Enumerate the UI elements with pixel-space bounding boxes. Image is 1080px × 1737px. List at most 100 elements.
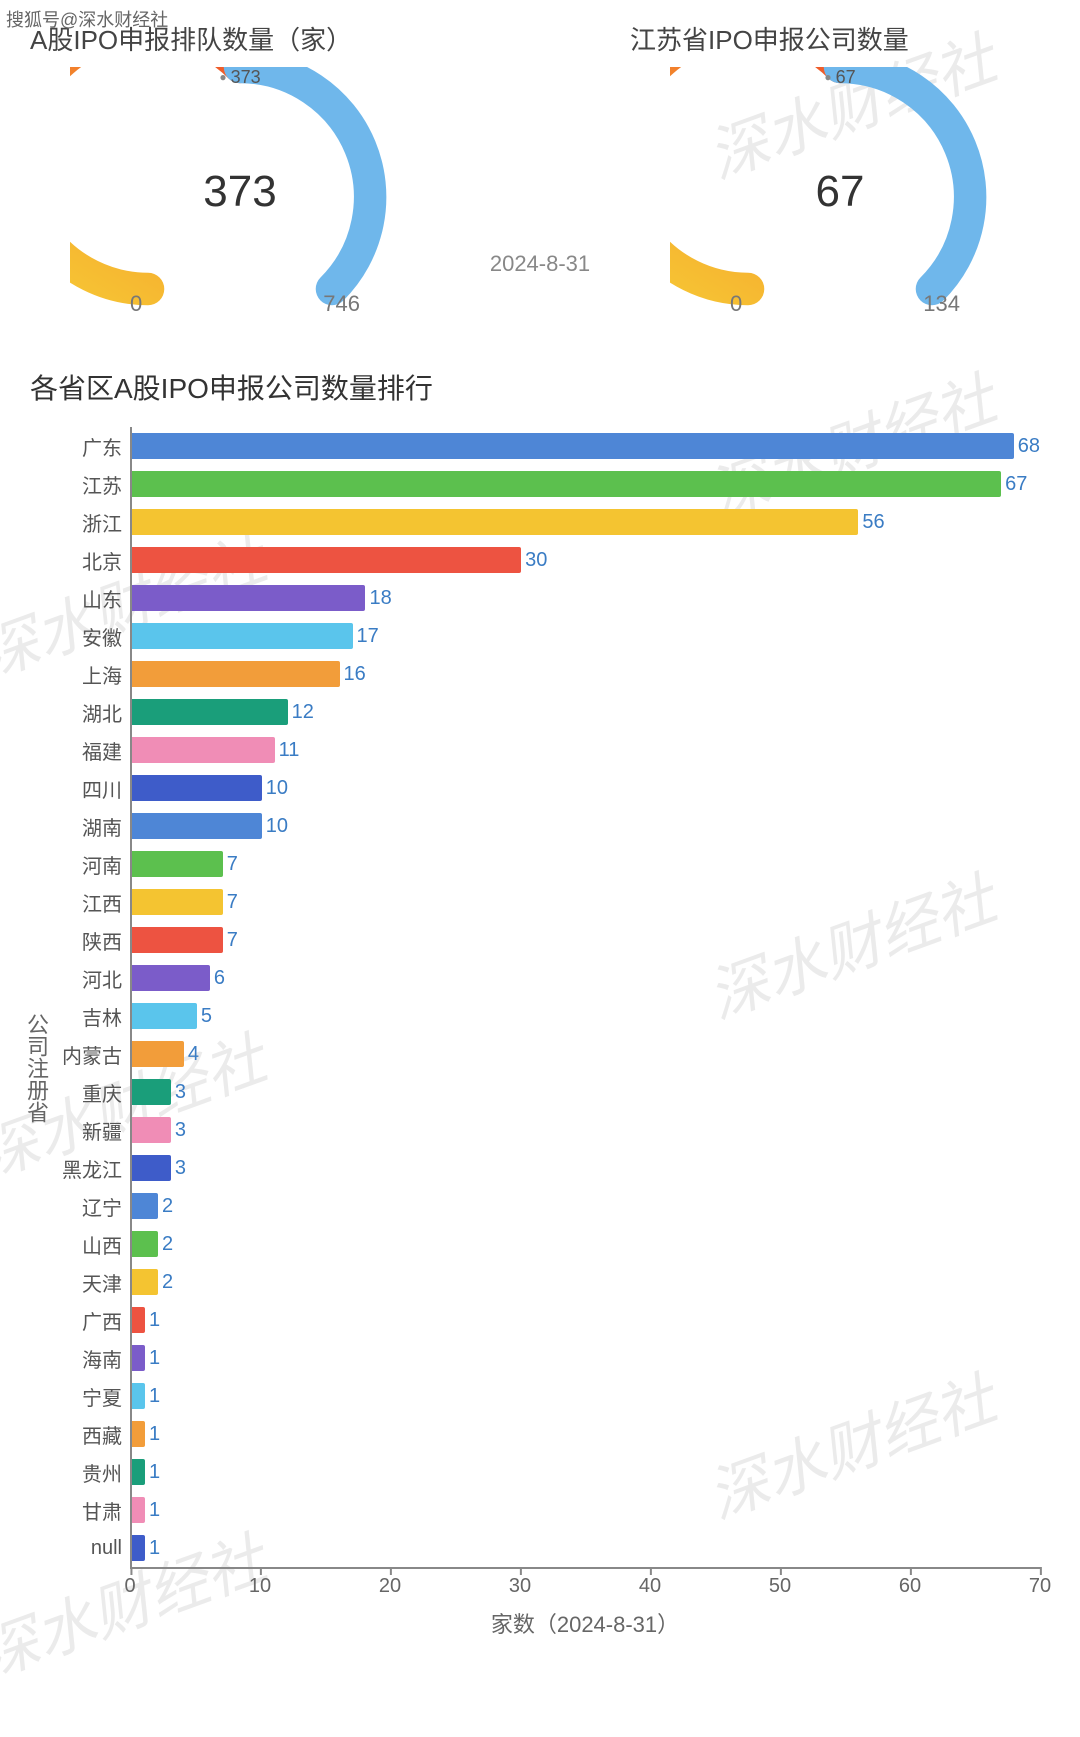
- bar-value: 7: [227, 891, 238, 914]
- x-tick: 20: [379, 1575, 401, 1598]
- bar-value: 17: [357, 625, 379, 648]
- bar-fill: [132, 1231, 158, 1257]
- bar-label: 辽宁: [12, 1192, 132, 1221]
- bar-value: 10: [266, 777, 288, 800]
- bar-row: 浙江56: [132, 503, 1040, 541]
- bar-label: 广西: [12, 1306, 132, 1335]
- bar-value: 5: [201, 1005, 212, 1028]
- bar-fill: [132, 1345, 145, 1371]
- bar-row: 陕西7: [132, 921, 1040, 959]
- gauge-left: A股IPO申报排队数量（家） 373 373 0 746: [30, 20, 450, 327]
- bar-fill: [132, 509, 858, 535]
- x-tick: 50: [769, 1575, 791, 1598]
- bar-fill: [132, 1041, 184, 1067]
- gauges-date: 2024-8-31: [450, 71, 630, 277]
- gauge-right-tip: 67: [824, 67, 855, 88]
- bar-fill: [132, 471, 1001, 497]
- bar-value: 67: [1005, 473, 1027, 496]
- bar-value: 7: [227, 853, 238, 876]
- bar-value: 12: [292, 701, 314, 724]
- bar-label: 河南: [12, 850, 132, 879]
- bar-row: 广西1: [132, 1301, 1040, 1339]
- bar-fill: [132, 813, 262, 839]
- bar-fill: [132, 1117, 171, 1143]
- bar-value: 7: [227, 929, 238, 952]
- bar-row: 河北6: [132, 959, 1040, 997]
- bar-value: 6: [214, 967, 225, 990]
- bar-row: 吉林5: [132, 997, 1040, 1035]
- bar-fill: [132, 623, 353, 649]
- bar-value: 1: [149, 1499, 160, 1522]
- gauge-right-title: 江苏省IPO申报公司数量: [630, 20, 1050, 57]
- bar-label: 江苏: [12, 470, 132, 499]
- bar-label: 宁夏: [12, 1382, 132, 1411]
- bar-value: 1: [149, 1309, 160, 1332]
- bar-fill: [132, 1535, 145, 1561]
- bar-label: 重庆: [12, 1078, 132, 1107]
- bar-label: 河北: [12, 964, 132, 993]
- bar-value: 3: [175, 1157, 186, 1180]
- bar-value: 16: [344, 663, 366, 686]
- bar-label: 吉林: [12, 1002, 132, 1031]
- bar-row: 福建11: [132, 731, 1040, 769]
- bar-label: 内蒙古: [12, 1040, 132, 1069]
- bar-label: 湖北: [12, 698, 132, 727]
- gauge-right-max: 134: [923, 291, 960, 317]
- x-tick: 30: [509, 1575, 531, 1598]
- bar-row: 西藏1: [132, 1415, 1040, 1453]
- bar-fill: [132, 1269, 158, 1295]
- bar-row: 甘肃1: [132, 1491, 1040, 1529]
- bar-fill: [132, 547, 521, 573]
- bar-row: 上海16: [132, 655, 1040, 693]
- bar-label: 甘肃: [12, 1496, 132, 1525]
- gauge-right: 江苏省IPO申报公司数量 67 67 0 134: [630, 20, 1050, 327]
- bar-fill: [132, 699, 288, 725]
- bar-value: 2: [162, 1195, 173, 1218]
- bar-value: 1: [149, 1385, 160, 1408]
- bar-value: 3: [175, 1081, 186, 1104]
- bar-fill: [132, 1497, 145, 1523]
- bar-value: 56: [862, 511, 884, 534]
- bar-fill: [132, 1307, 145, 1333]
- bar-fill: [132, 889, 223, 915]
- bar-label: 天津: [12, 1268, 132, 1297]
- x-tick: 0: [124, 1575, 135, 1598]
- bar-value: 3: [175, 1119, 186, 1142]
- gauge-left-tip: 373: [219, 67, 260, 88]
- bar-value: 30: [525, 549, 547, 572]
- bar-fill: [132, 1383, 145, 1409]
- bar-value: 18: [369, 587, 391, 610]
- barchart-title: 各省区A股IPO申报公司数量排行: [0, 337, 1080, 427]
- bar-fill: [132, 1003, 197, 1029]
- bar-value: 11: [279, 739, 300, 762]
- x-tick: 40: [639, 1575, 661, 1598]
- bar-label: 江西: [12, 888, 132, 917]
- x-tick: 60: [899, 1575, 921, 1598]
- bar-value: 10: [266, 815, 288, 838]
- bar-fill: [132, 585, 365, 611]
- bar-row: 湖北12: [132, 693, 1040, 731]
- bar-label: 福建: [12, 736, 132, 765]
- barchart: 公司注册省 广东68江苏67浙江56北京30山东18安徽17上海16湖北12福建…: [0, 427, 1080, 1709]
- bar-row: 贵州1: [132, 1453, 1040, 1491]
- bar-row: 重庆3: [132, 1073, 1040, 1111]
- bars-area: 广东68江苏67浙江56北京30山东18安徽17上海16湖北12福建11四川10…: [130, 427, 1040, 1569]
- x-axis: 家数（2024-8-31） 010203040506070: [130, 1569, 1040, 1629]
- bar-value: 1: [149, 1347, 160, 1370]
- bar-fill: [132, 1421, 145, 1447]
- bar-label: 陕西: [12, 926, 132, 955]
- bar-value: 1: [149, 1461, 160, 1484]
- x-tick: 70: [1029, 1575, 1051, 1598]
- bar-value: 1: [149, 1537, 160, 1560]
- source-watermark: 搜狐号@深水财经社: [6, 6, 168, 32]
- bar-row: 山东18: [132, 579, 1040, 617]
- bar-label: 浙江: [12, 508, 132, 537]
- gauge-right-value: 67: [816, 167, 865, 217]
- x-tick: 10: [249, 1575, 271, 1598]
- bar-fill: [132, 433, 1014, 459]
- bar-fill: [132, 661, 340, 687]
- bar-label: 北京: [12, 546, 132, 575]
- bar-fill: [132, 1193, 158, 1219]
- bar-row: 四川10: [132, 769, 1040, 807]
- bar-fill: [132, 851, 223, 877]
